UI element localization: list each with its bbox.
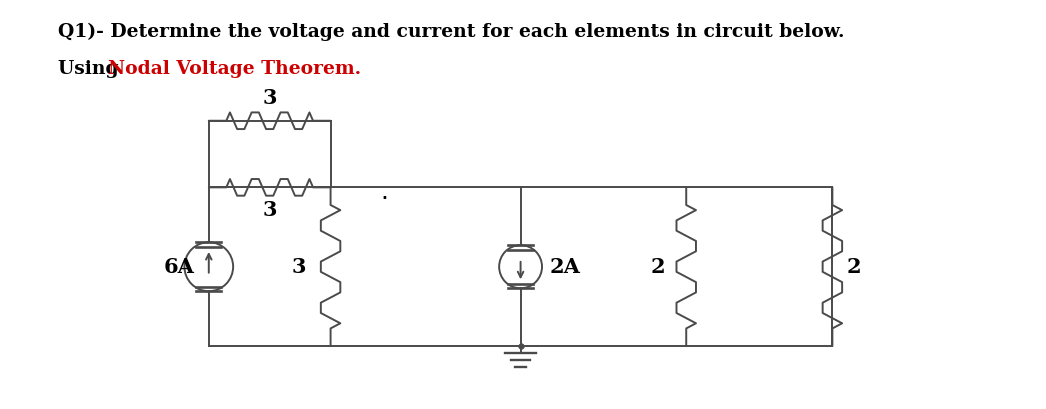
Text: 2: 2 [847, 257, 862, 277]
Text: 3: 3 [292, 257, 306, 277]
Text: .: . [380, 180, 388, 204]
Text: 2: 2 [651, 257, 665, 277]
Text: Q1)- Determine the voltage and current for each elements in circuit below.: Q1)- Determine the voltage and current f… [58, 23, 844, 41]
Text: 3: 3 [263, 200, 277, 220]
Text: 6A: 6A [163, 257, 195, 277]
Text: Nodal Voltage Theorem.: Nodal Voltage Theorem. [109, 60, 362, 78]
Text: 3: 3 [263, 88, 277, 108]
Text: Using: Using [58, 60, 124, 78]
Text: 2A: 2A [550, 257, 581, 277]
